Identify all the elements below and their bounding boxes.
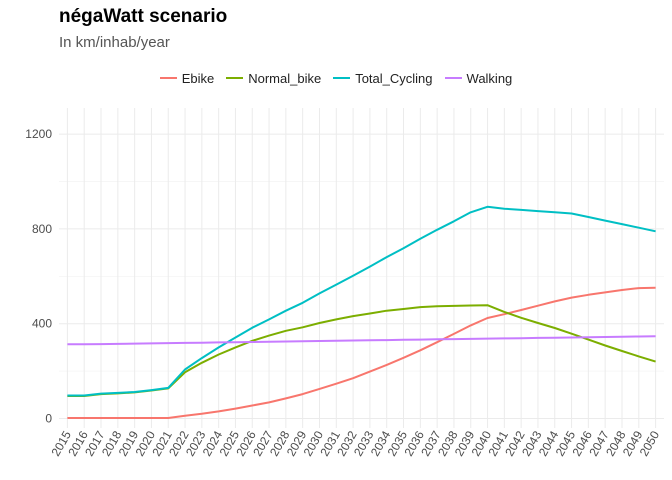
legend-label-normal-bike: Normal_bike (248, 70, 322, 86)
legend-key-walking (444, 77, 462, 79)
y-tick-label: 400 (32, 317, 52, 331)
legend-key-total-cycling (333, 77, 351, 79)
chart-subtitle: In km/inhab/year (59, 34, 170, 51)
legend-label-walking: Walking (466, 70, 513, 86)
legend-item-total-cycling: Total_Cycling (333, 70, 433, 86)
legend-key-normal-bike (226, 77, 244, 79)
legend-label-ebike: Ebike (181, 70, 215, 86)
grid (59, 108, 664, 428)
series-line-walking (67, 335, 656, 346)
legend-item-ebike: Ebike (159, 70, 215, 86)
series-lines (67, 205, 656, 419)
legend: Ebike Normal_bike Total_Cycling Walking (0, 68, 672, 88)
x-axis-ticks: 2015201620172018201920202021202220232024… (49, 428, 663, 458)
chart-title: négaWatt scenario (59, 6, 228, 27)
series-line-ebike (67, 286, 656, 419)
series-line-total-cycling (67, 205, 656, 397)
y-tick-label: 1200 (25, 127, 52, 141)
y-tick-label: 0 (45, 412, 52, 426)
legend-item-normal-bike: Normal_bike (226, 71, 321, 86)
legend-label-total-cycling: Total_Cycling (355, 70, 433, 86)
series-line-normal-bike (67, 304, 656, 397)
y-axis-ticks: 0 400 800 1200 (25, 127, 52, 425)
legend-item-walking: Walking (444, 70, 513, 86)
legend-key-ebike (159, 77, 177, 79)
y-tick-label: 800 (32, 222, 52, 236)
